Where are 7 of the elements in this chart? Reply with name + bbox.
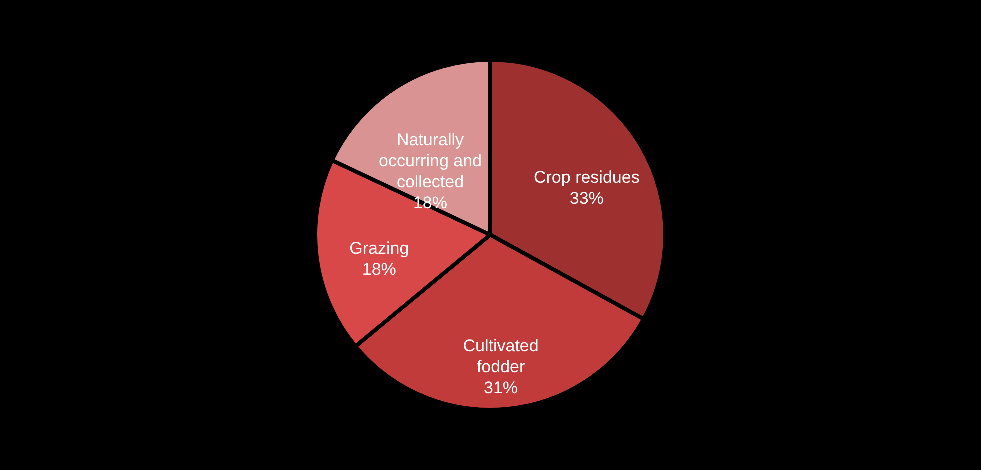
slice-label: Crop residues [534, 168, 640, 187]
slice-label: Naturally occurring and collected [378, 130, 482, 192]
data-label: 31% [484, 378, 518, 398]
data-label: 33% [570, 188, 604, 208]
slice-label: Grazing [350, 239, 410, 258]
slice-label: Cultivated fodder [463, 336, 539, 377]
data-label: 18% [362, 260, 396, 280]
